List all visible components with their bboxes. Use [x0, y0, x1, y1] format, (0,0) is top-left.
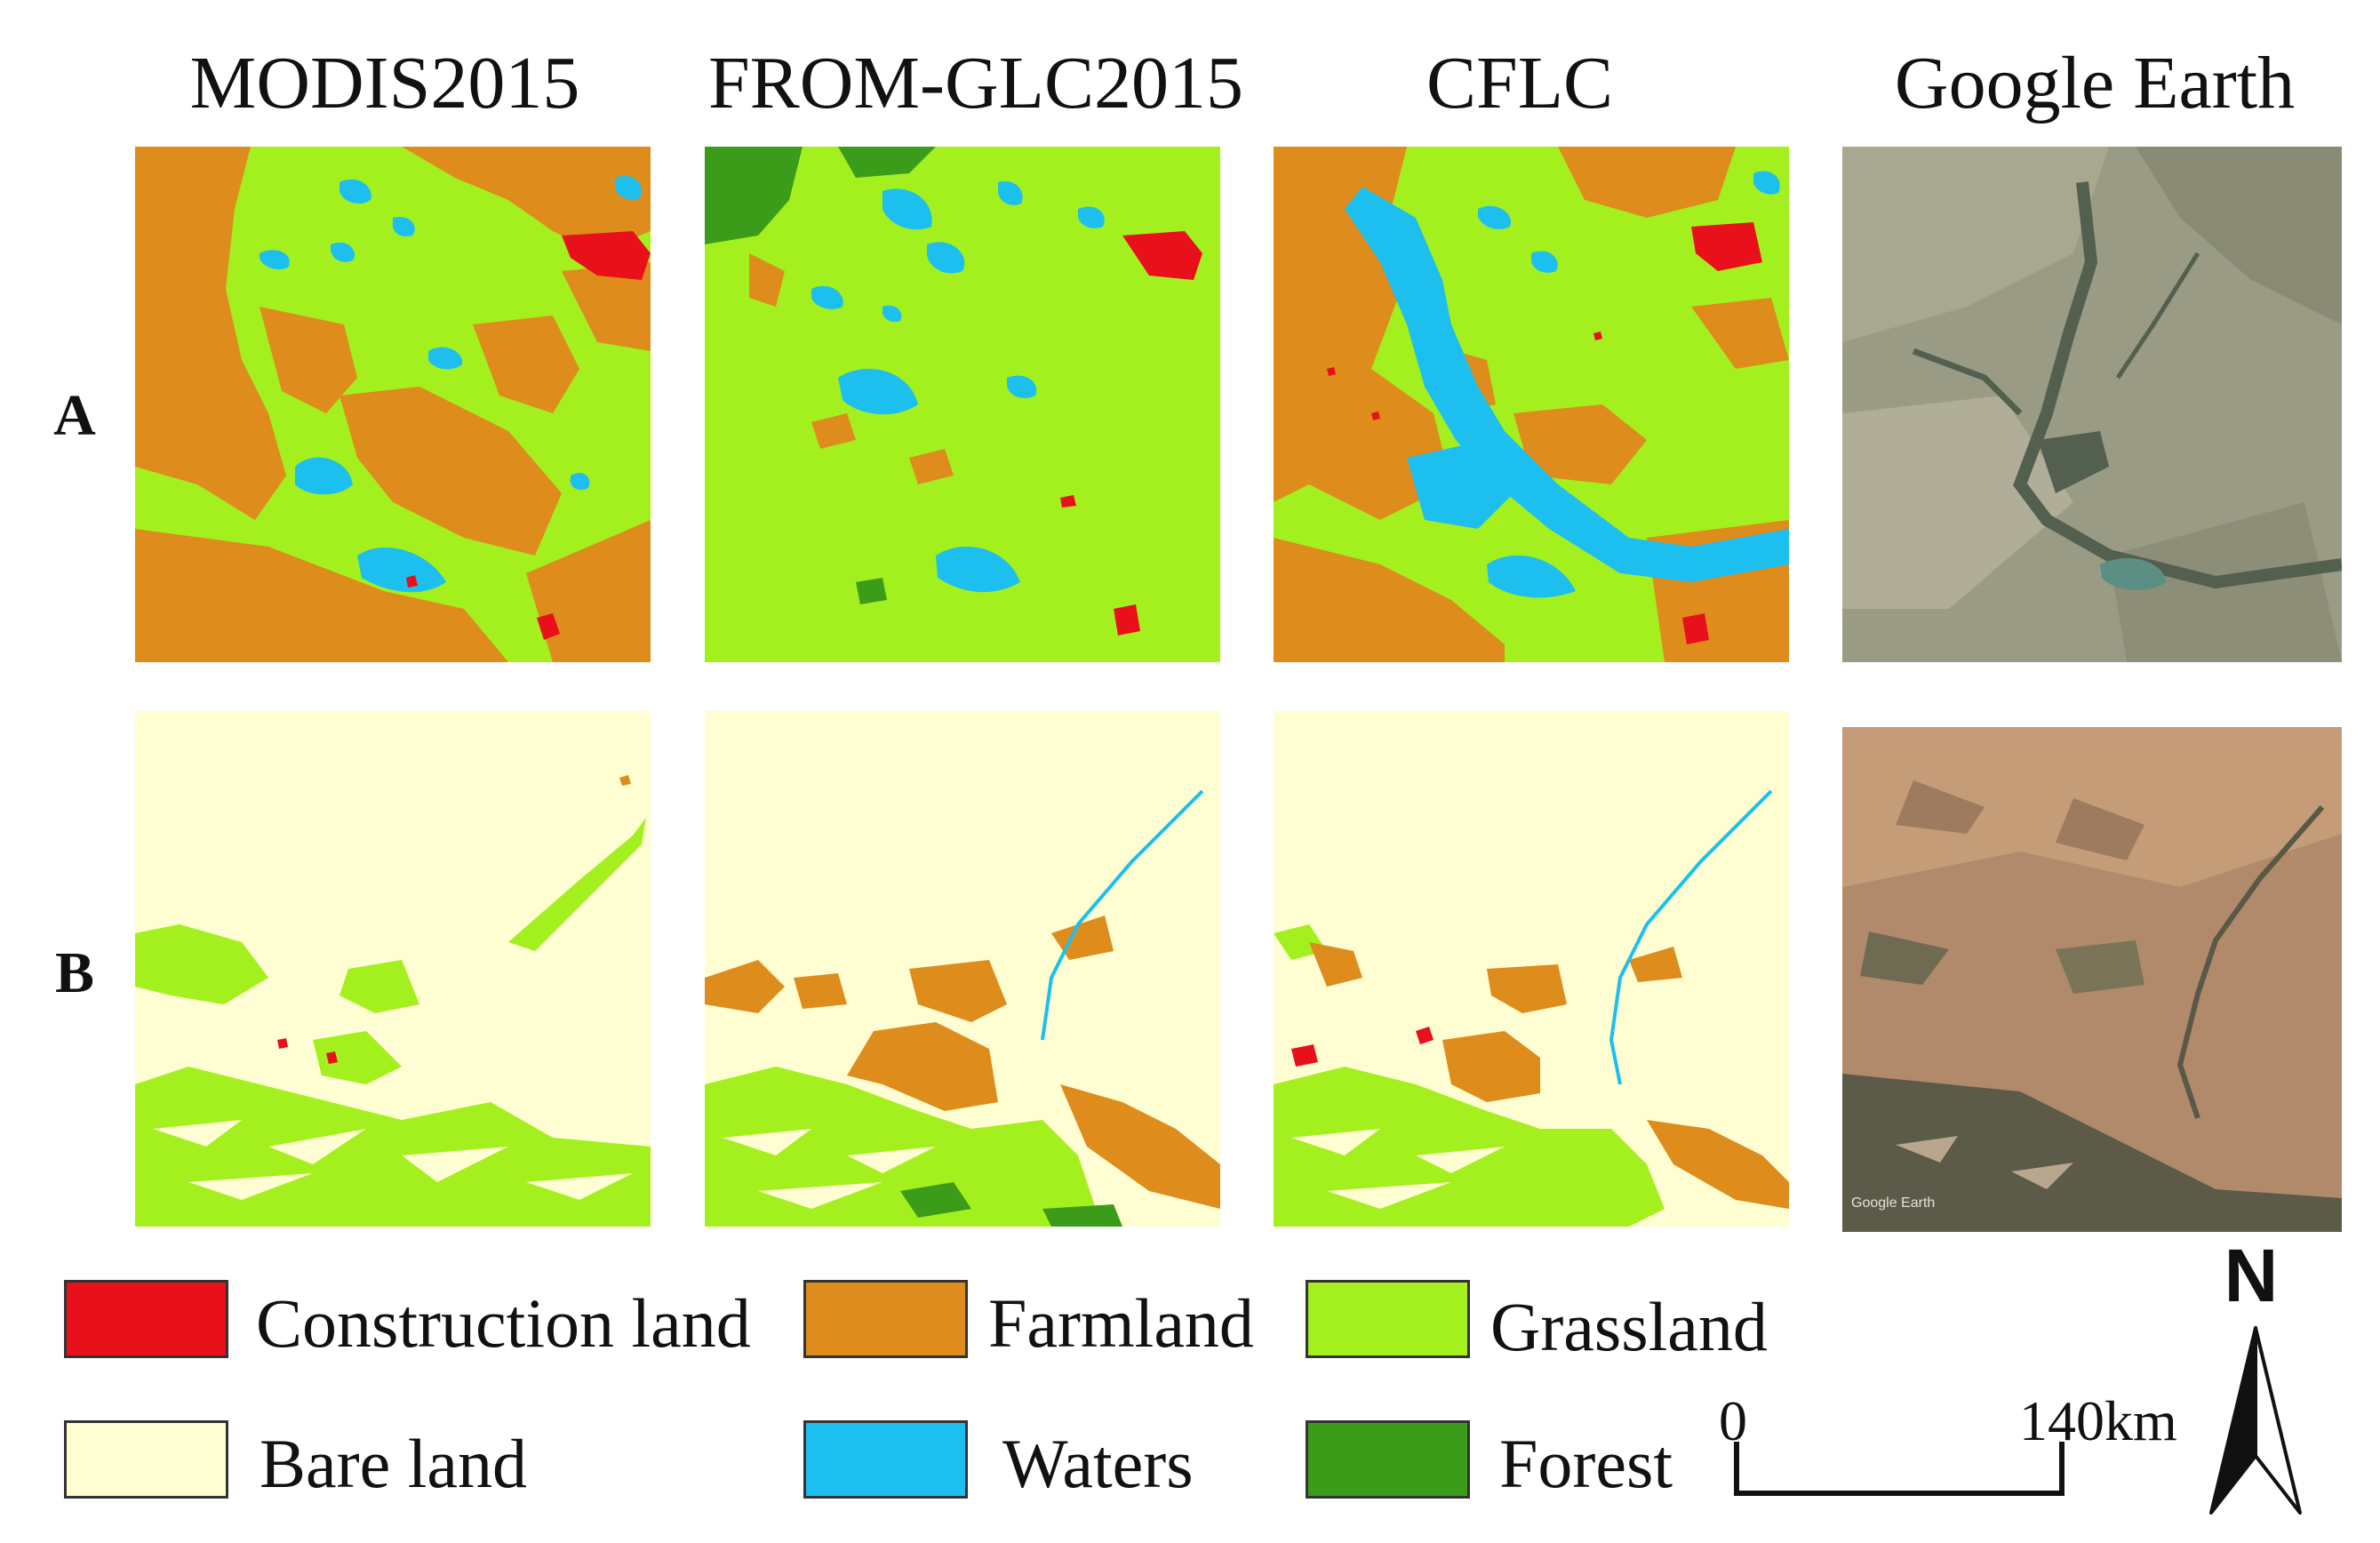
legend-swatch-forest [1306, 1420, 1470, 1499]
legend-swatch-waters [803, 1420, 968, 1499]
map-b-from-glc2015 [705, 711, 1220, 1227]
scale-bar-end-label: 140km [2019, 1389, 2177, 1452]
north-arrow-icon [2209, 1326, 2302, 1515]
column-title-modis: MODIS2015 [189, 42, 580, 124]
satellite-image-a [1842, 147, 2342, 662]
watermark-text: Google Earth [1851, 1195, 1935, 1211]
legend-label-farmland: Farmland [988, 1284, 1254, 1362]
column-title-cflc: CFLC [1426, 42, 1614, 124]
scale-bar [1734, 1442, 2065, 1496]
column-title-from-glc: FROM-GLC2015 [707, 42, 1244, 124]
row-label-b: B [54, 940, 95, 1005]
legend-label-waters: Waters [1002, 1425, 1194, 1502]
legend-label-bare-land: Bare land [260, 1425, 528, 1502]
map-a-modis2015 [135, 147, 651, 662]
legend-label-construction: Construction land [256, 1284, 751, 1362]
satellite-image-b: Google Earth [1842, 727, 2342, 1232]
row-label-a: A [53, 383, 96, 448]
north-arrow-label: N [2224, 1234, 2279, 1317]
map-a-from-glc2015 [705, 147, 1220, 662]
scale-bar-start-label: 0 [1719, 1389, 1747, 1452]
legend-swatch-bare-land [64, 1420, 228, 1499]
legend-label-grassland: Grassland [1490, 1288, 1768, 1365]
map-b-cflc [1274, 711, 1789, 1227]
map-b-modis2015 [135, 711, 651, 1227]
legend-swatch-farmland [803, 1280, 968, 1358]
legend-swatch-construction [64, 1280, 228, 1358]
legend-label-forest: Forest [1499, 1425, 1673, 1502]
map-a-cflc [1274, 147, 1789, 662]
column-title-google-earth: Google Earth [1894, 42, 2296, 124]
legend-swatch-grassland [1306, 1280, 1470, 1358]
